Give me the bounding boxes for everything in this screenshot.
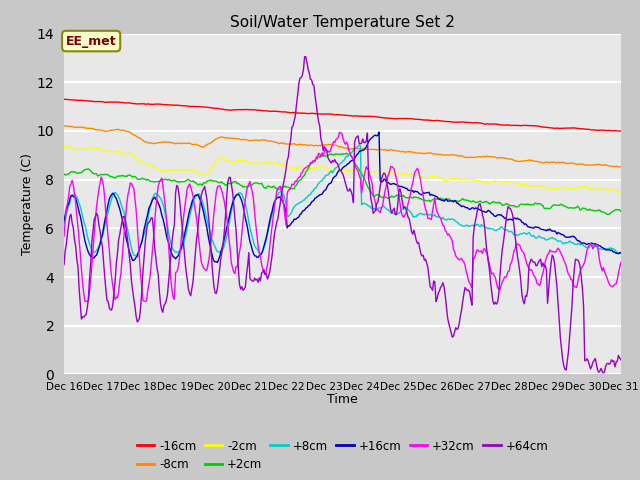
Y-axis label: Temperature (C): Temperature (C): [21, 153, 34, 255]
Title: Soil/Water Temperature Set 2: Soil/Water Temperature Set 2: [230, 15, 455, 30]
Legend: -16cm, -8cm, -2cm, +2cm, +8cm, +16cm, +32cm, +64cm: -16cm, -8cm, -2cm, +2cm, +8cm, +16cm, +3…: [132, 435, 553, 476]
Text: EE_met: EE_met: [66, 35, 116, 48]
X-axis label: Time: Time: [327, 394, 358, 407]
